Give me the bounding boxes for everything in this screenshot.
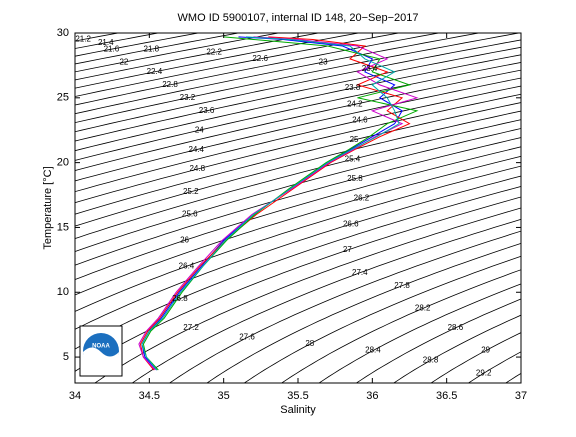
y-tick-label: 5 (63, 351, 69, 363)
x-tick-label: 36.5 (436, 390, 457, 402)
contour-label: 26 (180, 236, 189, 245)
contour-label: 24 (195, 125, 204, 134)
contour-label: 22.8 (162, 80, 178, 89)
y-tick-label: 20 (57, 157, 69, 169)
contour-label: 27.6 (239, 333, 255, 342)
contour-label: 28.4 (365, 346, 381, 355)
contour-label: 25.4 (345, 154, 361, 163)
logo-text: NOAA (92, 344, 110, 350)
contour-label: 22.6 (252, 54, 268, 63)
contour-label: 29 (481, 346, 490, 355)
contour-label: 26.6 (343, 219, 359, 228)
chart-title: WMO ID 5900107, internal ID 148, 20−Sep−… (178, 12, 419, 24)
contour-label: 21.2 (75, 35, 91, 44)
contour-label: 26.4 (179, 261, 195, 270)
contour-label: 24.6 (352, 116, 368, 125)
contour-label: 27 (343, 245, 352, 254)
y-tick-label: 15 (57, 221, 69, 233)
contour-label: 24.8 (189, 164, 205, 173)
contour-label: 29.2 (476, 368, 492, 377)
contour-label: 23.6 (199, 106, 215, 115)
contour-label: 23 (319, 57, 328, 66)
contour-label: 25.6 (182, 210, 198, 219)
contour-label: 26.2 (354, 193, 370, 202)
contour-label: 24.2 (347, 99, 363, 108)
contour-label: 27.8 (394, 281, 410, 290)
x-tick-label: 35.5 (287, 390, 308, 402)
x-tick-label: 34.5 (139, 390, 160, 402)
contour-label: 28 (305, 339, 314, 348)
contour-label: 24.4 (188, 145, 204, 154)
contour-label: 22.4 (147, 67, 163, 76)
contour-label: 27.2 (183, 323, 199, 332)
y-tick-label: 25 (57, 92, 69, 104)
x-tick-label: 37 (515, 390, 527, 402)
y-axis-label: Temperature [°C] (42, 166, 54, 249)
contour-label: 21.6 (104, 44, 120, 53)
x-tick-label: 36 (366, 390, 378, 402)
contour-label: 22.2 (206, 48, 222, 57)
noaa-logo: NOAA (80, 326, 122, 376)
contour-label: 27.4 (352, 268, 368, 277)
contour-label: 28.6 (448, 323, 464, 332)
contour-label: 22 (119, 57, 128, 66)
x-axis-label: Salinity (280, 404, 316, 416)
contour-label: 23.4 (362, 64, 378, 73)
x-tick-label: 35 (218, 390, 230, 402)
contour-label: 28.8 (423, 355, 439, 364)
contour-label: 25.8 (347, 174, 363, 183)
contour-label: 23.2 (180, 93, 196, 102)
x-tick-label: 34 (69, 390, 81, 402)
contour-label: 28.2 (415, 304, 431, 313)
y-tick-label: 10 (57, 286, 69, 298)
contour-label: 25.2 (183, 187, 199, 196)
contour-label: 23.8 (345, 83, 361, 92)
contour-label: 25 (350, 135, 359, 144)
contour-label: 26.8 (172, 294, 188, 303)
y-tick-label: 30 (57, 27, 69, 39)
contour-label: 21.8 (144, 44, 160, 53)
